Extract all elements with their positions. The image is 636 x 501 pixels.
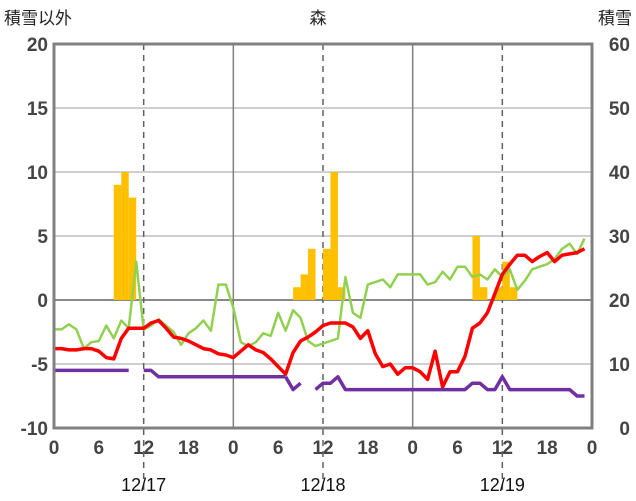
x-tick-label: 12 (133, 438, 154, 459)
x-tick-label: 0 (407, 438, 418, 459)
date-label: 12/18 (300, 475, 345, 495)
right-axis-tick-labels: 60 50 40 30 20 10 0 (609, 35, 630, 440)
left-tick-label: 5 (37, 227, 48, 248)
right-tick-label: 30 (609, 227, 630, 248)
series-lines (54, 238, 586, 398)
x-tick-label: 12 (492, 438, 513, 459)
x-tick-label: 0 (587, 438, 598, 459)
snow-bar (323, 248, 331, 300)
snow-bar (330, 172, 338, 300)
left-tick-label: 10 (27, 163, 48, 184)
snow-bar (494, 287, 503, 300)
date-labels: 12/17 12/18 12/19 (121, 475, 525, 495)
snow-bar (308, 248, 316, 300)
right-tick-label: 20 (609, 291, 630, 312)
date-label: 12/17 (121, 475, 166, 495)
right-tick-label: 40 (609, 163, 630, 184)
right-axis-label: 積雪 (598, 9, 632, 29)
plot-frame (52, 42, 594, 430)
series-line (54, 238, 586, 350)
series-line (284, 375, 302, 392)
left-tick-label: 0 (37, 291, 48, 312)
right-tick-label: 10 (609, 355, 630, 376)
snow-bar (502, 261, 510, 300)
chart-title: 森 (310, 9, 327, 29)
x-tick-label: 0 (49, 438, 60, 459)
snow-bar (509, 287, 518, 300)
series-line (314, 375, 585, 398)
series-line (143, 368, 286, 379)
snow-bar (121, 172, 129, 300)
left-tick-label: 15 (27, 99, 49, 120)
left-tick-label: -5 (31, 355, 48, 376)
series-line (54, 247, 586, 389)
right-tick-label: 50 (609, 99, 630, 120)
snow-bar (337, 287, 346, 300)
x-tick-label: 6 (273, 438, 284, 459)
snow-bar (472, 236, 480, 300)
x-tick-label: 12 (312, 438, 333, 459)
left-axis-label: 積雪以外 (4, 9, 72, 29)
x-tick-label: 18 (357, 438, 378, 459)
x-axis-tick-labels: 0 6 12 18 0 6 12 18 0 6 12 18 0 (49, 438, 598, 459)
left-tick-label: 20 (27, 35, 48, 56)
right-tick-label: 60 (609, 35, 630, 56)
x-tick-label: 0 (228, 438, 239, 459)
snow-bar (113, 184, 122, 300)
right-tick-label: 0 (619, 419, 630, 440)
date-label: 12/19 (480, 475, 525, 495)
snow-bar (128, 197, 137, 300)
x-tick-label: 18 (537, 438, 558, 459)
snow-bar (293, 287, 301, 300)
snow-depth-bars (113, 172, 518, 300)
snow-bar (300, 274, 309, 300)
left-tick-label: -10 (21, 419, 48, 440)
x-tick-label: 6 (452, 438, 463, 459)
left-axis-tick-labels: 20 15 10 5 0 -5 -10 (21, 35, 49, 440)
x-tick-label: 6 (94, 438, 105, 459)
x-tick-label: 18 (178, 438, 199, 459)
snow-bar (479, 287, 488, 300)
